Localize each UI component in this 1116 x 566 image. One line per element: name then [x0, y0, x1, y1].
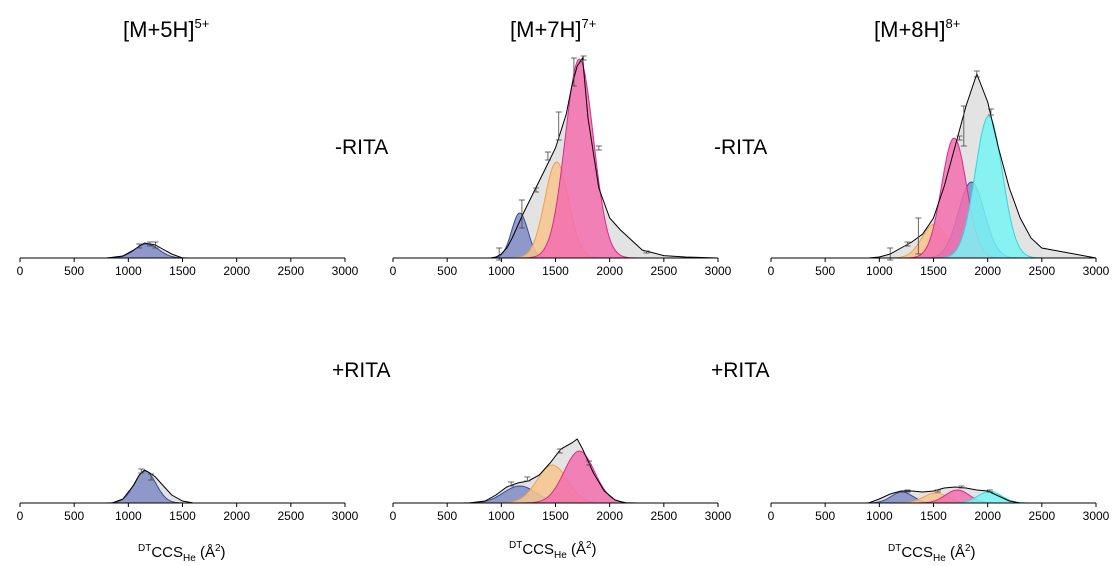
errorbar — [586, 460, 593, 466]
x-tick-label: 3000 — [1083, 264, 1110, 278]
envelope-line — [20, 242, 345, 259]
x-tick-label: 0 — [17, 264, 24, 278]
envelope-line — [393, 56, 719, 259]
errorbar — [934, 489, 941, 493]
x-tick-label: 2500 — [277, 264, 304, 278]
errorbar — [915, 217, 922, 255]
x-tick-label: 1500 — [542, 264, 569, 278]
errorbar — [556, 448, 563, 454]
x-tick-label: 2500 — [1028, 264, 1055, 278]
errorbar — [973, 70, 980, 78]
x-tick-label: 1000 — [866, 264, 893, 278]
x-tick-label: 2000 — [596, 264, 623, 278]
x-tick-label: 2000 — [974, 264, 1001, 278]
envelope-area — [393, 58, 718, 258]
x-tick-label: 0 — [768, 264, 775, 278]
gaussian-cyan-3 — [934, 115, 1043, 259]
errorbar — [147, 241, 153, 247]
envelope-line — [20, 469, 345, 504]
x-tick-label: 1500 — [920, 509, 947, 523]
errorbar — [544, 151, 551, 161]
errorbar — [136, 243, 143, 249]
chart-panel-5plus-minus-rita: 0 500 1000 1500 2000 2500 3000 — [17, 241, 359, 278]
chart-panel-7plus-plus-rita: 0 500 1000 1500 2000 2500 3000 — [390, 438, 732, 523]
chart-panel-5plus-plus-rita: 0 500 1000 1500 2000 2500 3000 — [17, 468, 359, 523]
x-axis-label-col1: DTCCSHe (Å2) — [138, 543, 226, 564]
errorbar — [960, 105, 967, 147]
errorbar — [508, 481, 515, 487]
errorbar — [570, 57, 577, 87]
x-tick-label: 1000 — [115, 509, 142, 523]
x-tick-label: 500 — [64, 509, 84, 523]
x-tick-label: 500 — [815, 264, 835, 278]
x-tick-label: 1000 — [115, 264, 142, 278]
x-tick-label: 1500 — [542, 509, 569, 523]
envelope-area — [20, 243, 345, 258]
errorbar — [148, 473, 155, 481]
envelope-line — [393, 438, 718, 504]
x-tick-label: 0 — [768, 509, 775, 523]
x-tick-label: 2000 — [223, 509, 250, 523]
x-tick-label: 3000 — [332, 264, 359, 278]
x-tick-label: 500 — [815, 509, 835, 523]
x-tick-label: 500 — [437, 509, 457, 523]
column-title-8plus: [M+8H]8+ — [874, 16, 960, 42]
x-tick-label: 2000 — [974, 509, 1001, 523]
errorbar — [580, 55, 587, 61]
envelope-line — [771, 486, 1096, 504]
condition-label-minus-rita-left: -RITA — [335, 136, 388, 159]
x-tick-label: 3000 — [332, 509, 359, 523]
errorbar — [138, 468, 145, 474]
chart-panel-8plus-minus-rita: 0 500 1000 1500 2000 2500 3000 — [768, 70, 1110, 278]
gaussian-navy-0 — [99, 243, 195, 259]
x-tick-label: 0 — [390, 264, 397, 278]
x-tick-label: 2500 — [1028, 509, 1055, 523]
condition-label-minus-rita-right: -RITA — [714, 136, 767, 159]
condition-label-plus-rita-right: +RITA — [711, 359, 770, 382]
errorbar — [555, 111, 562, 141]
condition-label-plus-rita-left: +RITA — [332, 359, 391, 382]
x-tick-label: 3000 — [705, 264, 732, 278]
chart-panel-8plus-plus-rita: 0 500 1000 1500 2000 2500 3000 — [768, 485, 1110, 523]
errorbar — [524, 476, 531, 482]
column-title-5plus: [M+5H]5+ — [123, 16, 209, 42]
x-axis-label-col2: DTCCSHe (Å2) — [509, 540, 597, 561]
x-tick-label: 1000 — [488, 264, 515, 278]
errorbar — [533, 187, 539, 193]
x-tick-label: 1500 — [169, 264, 196, 278]
errorbar — [518, 199, 525, 229]
x-tick-label: 500 — [437, 264, 457, 278]
x-tick-label: 3000 — [705, 509, 732, 523]
x-tick-label: 0 — [390, 509, 397, 523]
chart-panel-7plus-minus-rita: 0 500 1000 1500 2000 2500 3000 — [390, 55, 732, 278]
x-axis-label-col3: DTCCSHe (Å2) — [888, 543, 976, 564]
errorbar — [904, 489, 911, 493]
envelope-line — [771, 72, 1097, 259]
x-tick-label: 1000 — [488, 509, 515, 523]
errorbar — [595, 145, 602, 151]
errorbar — [958, 485, 965, 489]
x-tick-label: 1500 — [920, 264, 947, 278]
envelope-area — [771, 74, 1096, 258]
x-tick-label: 500 — [64, 264, 84, 278]
column-title-7plus: [M+7H]7+ — [510, 16, 596, 42]
errorbar — [904, 241, 911, 247]
x-tick-label: 3000 — [1083, 509, 1110, 523]
x-tick-label: 2500 — [650, 509, 677, 523]
errorbar — [643, 250, 650, 254]
gaussian-pink-2 — [522, 58, 637, 259]
errorbar — [956, 135, 963, 141]
x-tick-label: 1500 — [169, 509, 196, 523]
x-tick-label: 2500 — [650, 264, 677, 278]
x-tick-label: 2000 — [596, 509, 623, 523]
envelope-area — [20, 470, 345, 503]
x-tick-label: 2500 — [277, 509, 304, 523]
errorbar — [987, 108, 994, 116]
x-tick-label: 2000 — [223, 264, 250, 278]
x-tick-label: 1000 — [866, 509, 893, 523]
errorbar — [986, 489, 993, 493]
errorbar — [152, 241, 159, 249]
x-tick-label: 0 — [17, 509, 24, 523]
